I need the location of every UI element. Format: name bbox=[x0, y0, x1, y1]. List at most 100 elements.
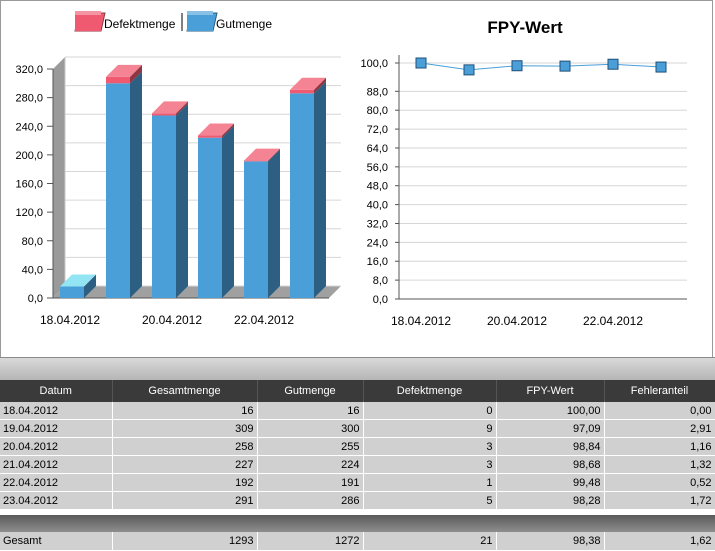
bar-front bbox=[152, 113, 176, 116]
bar-defektmenge-2[interactable] bbox=[152, 101, 188, 116]
total-gesamtmenge: 1293 bbox=[112, 532, 258, 550]
table-row[interactable]: 19.04.2012 309 300 9 97,09 2,91 bbox=[0, 419, 715, 438]
bar-front bbox=[106, 83, 130, 298]
cell-defektmenge: 0 bbox=[363, 402, 497, 420]
legend-swatch-front bbox=[187, 15, 213, 31]
line-chart-y-tick-label: 56,0 bbox=[367, 162, 388, 174]
table-row[interactable]: 21.04.2012 227 224 3 98,68 1,32 bbox=[0, 455, 715, 474]
bar-chart-x-tick-label: 20.04.2012 bbox=[142, 313, 202, 327]
column-header-gutmenge[interactable]: Gutmenge bbox=[257, 380, 364, 402]
cell-fehleranteil: 0,00 bbox=[604, 402, 715, 420]
bar-side bbox=[176, 101, 188, 116]
bar-gutmenge-2[interactable] bbox=[152, 103, 188, 298]
bar-side bbox=[130, 71, 142, 298]
line-chart-title: FPY-Wert bbox=[487, 18, 563, 37]
cell-defektmenge: 9 bbox=[363, 419, 497, 438]
bar-side bbox=[314, 81, 326, 298]
bar-front bbox=[60, 286, 84, 298]
bar-side bbox=[176, 103, 188, 298]
table-gap-bar bbox=[0, 515, 715, 532]
line-chart-x-tick-label: 22.04.2012 bbox=[583, 314, 643, 328]
line-chart-y-tick-label: 48,0 bbox=[367, 181, 388, 193]
bar-chart-y-tick-label: 200,0 bbox=[15, 150, 43, 162]
bar-front bbox=[152, 115, 176, 298]
point-fpy-wert-0[interactable] bbox=[415, 57, 427, 69]
cell-fehleranteil: 1,16 bbox=[604, 437, 715, 456]
bar-chart-y-tick-label: 80,0 bbox=[22, 236, 43, 248]
table-row[interactable]: 18.04.2012 16 16 0 100,00 0,00 bbox=[0, 402, 715, 420]
bar-chart-y-tick-label: 280,0 bbox=[15, 93, 43, 105]
bar-side bbox=[222, 123, 234, 138]
legend-label: Defektmenge bbox=[104, 17, 176, 31]
line-chart-y-tick-label: 0,0 bbox=[373, 294, 388, 306]
bar-front bbox=[198, 137, 222, 298]
bar-chart-y-tick-label: 0,0 bbox=[28, 293, 43, 305]
line-chart-y-tick-label: 100,0 bbox=[360, 58, 388, 70]
cell-gesamtmenge: 16 bbox=[112, 402, 258, 420]
table-row[interactable]: 20.04.2012 258 255 3 98,84 1,16 bbox=[0, 437, 715, 456]
bar-chart-y-tick-label: 320,0 bbox=[15, 64, 43, 76]
point-fpy-wert-4[interactable] bbox=[607, 58, 619, 70]
legend-item-defektmenge[interactable]: Defektmenge bbox=[74, 11, 176, 32]
cell-gesamtmenge: 258 bbox=[112, 437, 258, 456]
table-row[interactable]: 22.04.2012 192 191 1 99,48 0,52 bbox=[0, 473, 715, 492]
cell-defektmenge: 5 bbox=[363, 491, 497, 510]
cell-defektmenge: 3 bbox=[363, 455, 497, 474]
total-gutmenge: 1272 bbox=[257, 532, 364, 550]
total-defektmenge: 21 bbox=[363, 532, 497, 550]
bar-defektmenge-4[interactable] bbox=[244, 148, 280, 162]
table-header-row: Datum Gesamtmenge Gutmenge Defektmenge F… bbox=[0, 380, 715, 402]
line-chart-y-tick-label: 40,0 bbox=[367, 200, 388, 212]
point-fpy-wert-5[interactable] bbox=[655, 61, 667, 73]
cell-defektmenge: 3 bbox=[363, 437, 497, 456]
total-fehleranteil: 1,62 bbox=[604, 532, 715, 550]
cell-fpy-wert: 99,48 bbox=[496, 473, 605, 492]
legend-item-gutmenge[interactable]: Gutmenge bbox=[186, 11, 272, 32]
bar-defektmenge-1[interactable] bbox=[106, 64, 142, 84]
bar-chart: 0,0 40,0 80,0 120,0 160,0 200,0 240,0 280,0 320,… bbox=[15, 11, 341, 327]
bar-side bbox=[314, 77, 326, 94]
cell-fehleranteil: 1,72 bbox=[604, 491, 715, 510]
column-header-fehleranteil[interactable]: Fehleranteil bbox=[604, 380, 715, 402]
bar-top-cap bbox=[290, 77, 326, 90]
cell-gesamtmenge: 227 bbox=[112, 455, 258, 474]
bar-gutmenge-3[interactable] bbox=[198, 125, 234, 298]
line-chart-y-tick-label: 8,0 bbox=[373, 275, 388, 287]
cell-fpy-wert: 97,09 bbox=[496, 419, 605, 438]
cell-fehleranteil: 2,91 bbox=[604, 419, 715, 438]
bar-chart-y-tick-label: 120,0 bbox=[15, 207, 43, 219]
total-table: Gesamt 1293 1272 21 98,38 1,62 bbox=[0, 532, 715, 550]
cell-gutmenge: 255 bbox=[257, 437, 364, 456]
column-header-gesamtmenge[interactable]: Gesamtmenge bbox=[112, 380, 258, 402]
bar-front bbox=[290, 89, 314, 94]
data-table: Datum Gesamtmenge Gutmenge Defektmenge F… bbox=[0, 380, 715, 510]
column-header-fpy-wert[interactable]: FPY-Wert bbox=[496, 380, 605, 402]
bar-defektmenge-5[interactable] bbox=[290, 77, 326, 94]
total-row: Gesamt 1293 1272 21 98,38 1,62 bbox=[0, 532, 715, 550]
bar-chart-legend: Defektmenge Gutmenge bbox=[74, 11, 272, 32]
bar-gutmenge-5[interactable] bbox=[290, 81, 326, 298]
cell-datum: 21.04.2012 bbox=[0, 455, 113, 474]
cell-fpy-wert: 100,00 bbox=[496, 402, 605, 420]
cell-fehleranteil: 1,32 bbox=[604, 455, 715, 474]
bar-gutmenge-1[interactable] bbox=[106, 71, 142, 298]
table-row[interactable]: 23.04.2012 291 286 5 98,28 1,72 bbox=[0, 491, 715, 510]
legend-swatch-top bbox=[187, 11, 213, 15]
bar-front bbox=[290, 93, 314, 298]
bar-top-cap bbox=[152, 101, 188, 114]
bar-chart-x-tick-label: 18.04.2012 bbox=[40, 313, 100, 327]
bar-side bbox=[268, 149, 280, 298]
total-label: Gesamt bbox=[0, 532, 113, 550]
line-chart-y-tick-label: 16,0 bbox=[367, 256, 388, 268]
legend-label: Gutmenge bbox=[216, 17, 272, 31]
bar-top-cap bbox=[106, 64, 142, 77]
point-fpy-wert-2[interactable] bbox=[511, 60, 523, 72]
bar-gutmenge-4[interactable] bbox=[244, 149, 280, 298]
cell-gesamtmenge: 291 bbox=[112, 491, 258, 510]
column-header-defektmenge[interactable]: Defektmenge bbox=[363, 380, 497, 402]
point-fpy-wert-3[interactable] bbox=[559, 60, 571, 72]
column-header-datum[interactable]: Datum bbox=[0, 380, 113, 402]
bar-top-cap bbox=[244, 148, 280, 161]
point-fpy-wert-1[interactable] bbox=[463, 64, 475, 76]
bar-defektmenge-3[interactable] bbox=[198, 123, 234, 138]
